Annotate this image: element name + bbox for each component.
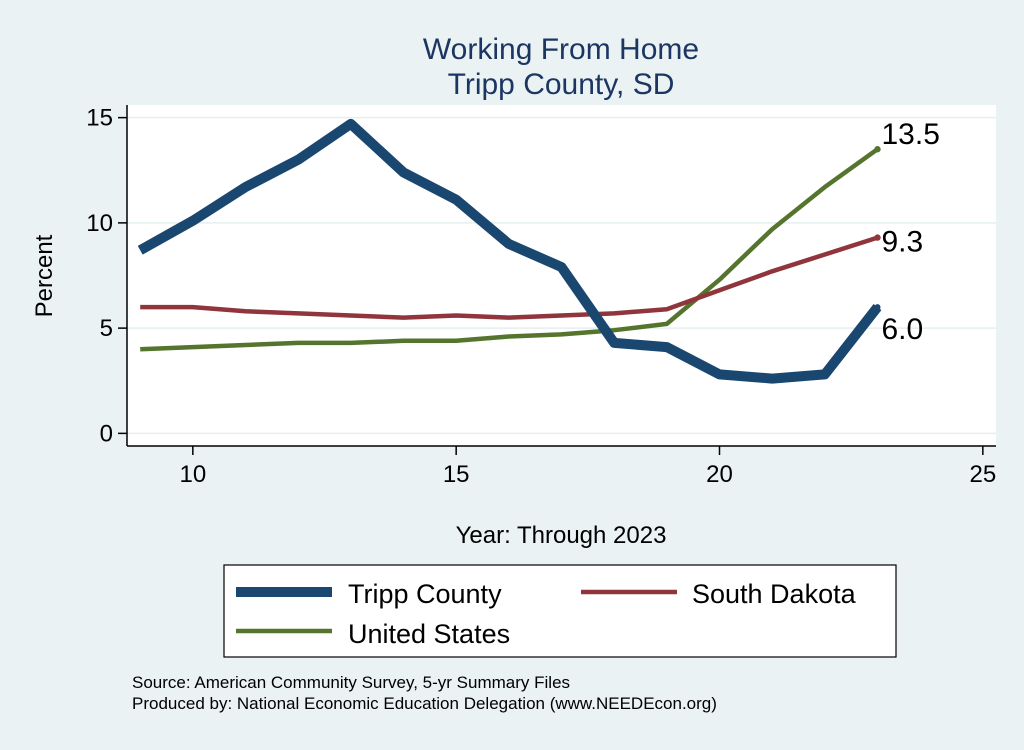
series-line-united-states	[140, 147, 879, 352]
series-line-south-dakota	[140, 235, 879, 320]
producer-note: Produced by: National Economic Education…	[132, 694, 717, 713]
legend-label-tripp-county: Tripp County	[348, 579, 502, 609]
end-labels: 13.5 9.3 6.0	[882, 118, 940, 346]
y-axis-ticks: 0 5 10 15	[86, 105, 127, 447]
legend-box	[223, 564, 897, 658]
x-axis-ticks: 10 15 20 25	[179, 446, 996, 488]
series-end-point	[874, 146, 881, 153]
series-end-point	[874, 304, 881, 311]
series-line-tripp-county	[137, 118, 882, 384]
x-axis-title: Year: Through 2023	[456, 522, 667, 549]
series-lines	[137, 118, 882, 384]
chart-title: Working From Home	[423, 33, 699, 66]
end-value-label: 13.5	[882, 118, 940, 151]
legend-label-south-dakota: South Dakota	[692, 579, 857, 609]
legend-label-united-states: United States	[348, 619, 510, 649]
x-tick-label: 10	[179, 461, 206, 488]
end-value-label: 9.3	[882, 226, 924, 259]
y-tick-label: 0	[100, 420, 113, 447]
x-tick-label: 20	[706, 461, 733, 488]
legend: Tripp County South Dakota United States	[236, 579, 857, 649]
y-tick-label: 5	[100, 315, 113, 342]
y-axis-title: Percent	[31, 234, 58, 317]
chart-subtitle: Tripp County, SD	[448, 68, 675, 101]
end-value-label: 6.0	[882, 313, 924, 346]
gridlines	[127, 116, 996, 435]
y-tick-label: 10	[86, 210, 113, 237]
y-tick-label: 15	[86, 105, 113, 132]
x-tick-label: 25	[969, 461, 996, 488]
x-tick-label: 15	[443, 461, 470, 488]
series-end-point	[874, 234, 881, 241]
source-note: Source: American Community Survey, 5-yr …	[132, 673, 570, 692]
